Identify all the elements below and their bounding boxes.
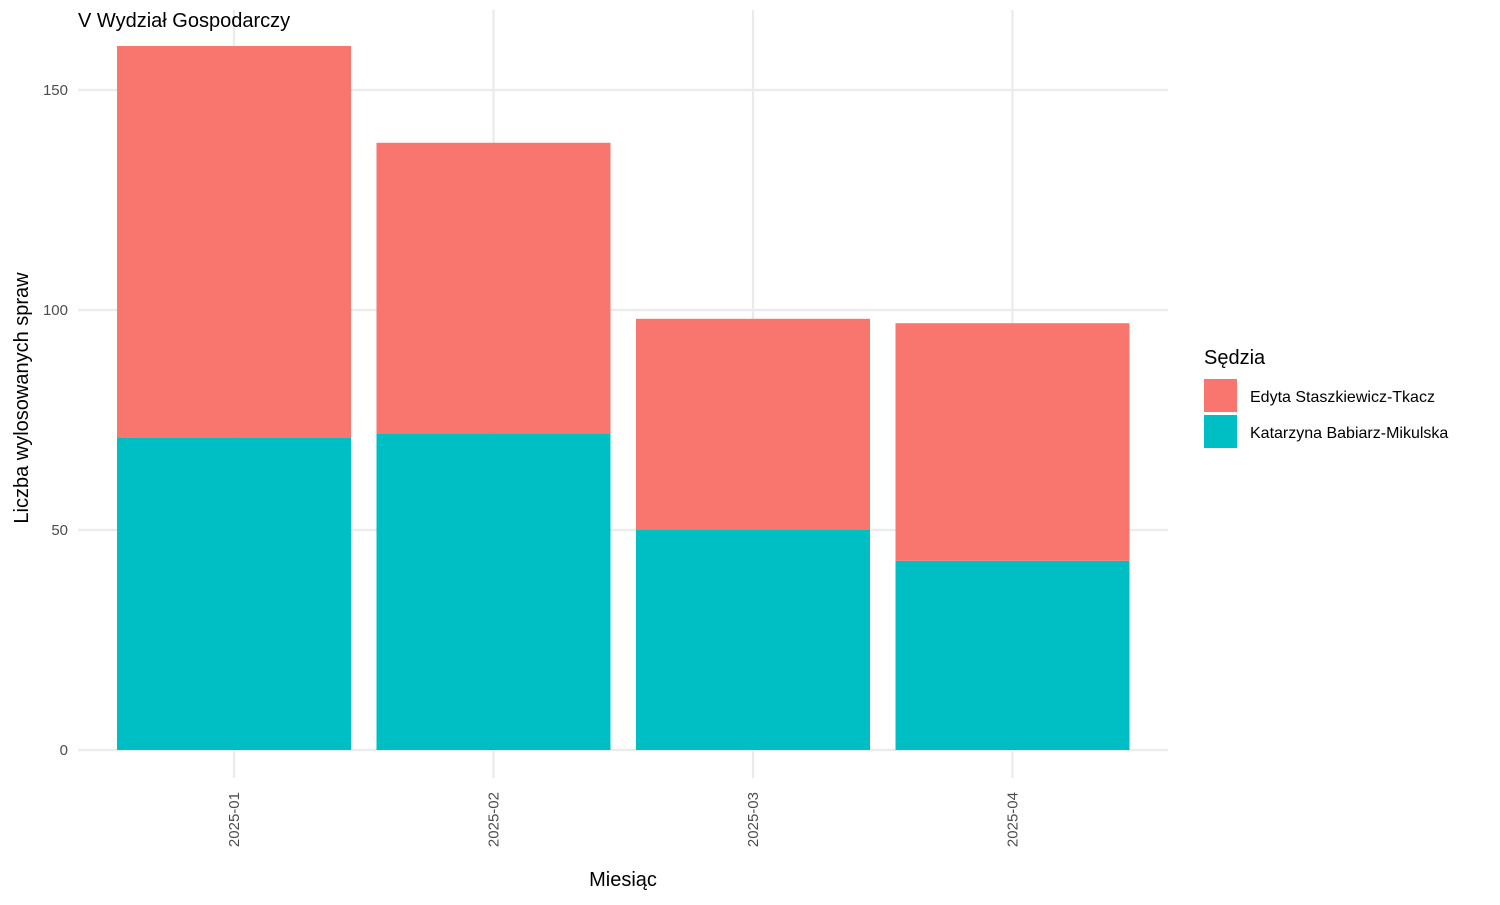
- y-tick-label-150: 150: [43, 82, 68, 99]
- x-tick-labels: 2025-01 2025-02 2025-03 2025-04: [226, 792, 1022, 847]
- bar-2025-03-series-1: [636, 318, 870, 530]
- legend-label-1: Katarzyna Babiarz-Mikulska: [1250, 425, 1448, 442]
- bar-2025-04-series-1: [895, 323, 1130, 561]
- y-tick-label-50: 50: [51, 522, 68, 539]
- y-tick-label-0: 0: [60, 742, 68, 759]
- legend: Sędzia Edyta Staszkiewicz-Tkacz Katarzyna…: [1204, 347, 1448, 448]
- legend-items: Edyta Staszkiewicz-Tkacz Katarzyna Babiar…: [1204, 379, 1448, 448]
- y-axis-title: Liczba wylosowanych spraw: [11, 272, 33, 524]
- bar-2025-02-series-0: [376, 433, 611, 750]
- legend-swatch-1: [1204, 415, 1237, 448]
- x-axis-title: Miesiąc: [589, 869, 657, 891]
- bar-2025-03-series-0: [636, 530, 870, 750]
- legend-title: Sędzia: [1204, 347, 1266, 369]
- legend-label-0: Edyta Staszkiewicz-Tkacz: [1250, 389, 1435, 406]
- x-tick-label-2025-01: 2025-01: [226, 792, 243, 847]
- bar-2025-01-series-0: [117, 437, 351, 750]
- x-tick-label-2025-03: 2025-03: [745, 792, 762, 847]
- y-tick-labels: 0 50 100 150: [43, 82, 68, 759]
- bar-2025-04-series-0: [895, 560, 1130, 750]
- x-tick-label-2025-04: 2025-04: [1005, 792, 1022, 847]
- bar-layer: [117, 46, 1130, 750]
- bar-2025-01-series-1: [117, 46, 351, 438]
- bar-2025-02-series-1: [376, 142, 611, 434]
- x-tick-label-2025-02: 2025-02: [486, 792, 503, 847]
- legend-swatch-0: [1204, 379, 1237, 412]
- y-tick-label-100: 100: [43, 302, 68, 319]
- chart-title: V Wydział Gospodarczy: [78, 10, 290, 32]
